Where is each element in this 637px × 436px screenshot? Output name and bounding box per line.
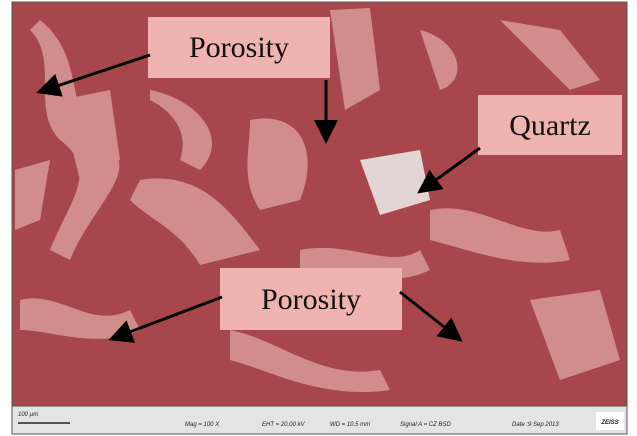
label-box: [478, 95, 622, 155]
brand-text: ZEISS: [600, 420, 618, 426]
arrows: [36, 53, 481, 343]
info-bar: [11, 405, 628, 435]
grain-texture: [15, 8, 620, 393]
logo-box: [596, 412, 624, 430]
annotation-label: Porosity: [189, 31, 289, 64]
eht-text: EHT = 20.00 kV: [262, 422, 306, 428]
date-text: Date :9 Sep 2013: [512, 422, 559, 428]
annotation-label: Quartz: [509, 109, 591, 142]
wd-text: WD = 10.5 mm: [330, 422, 370, 428]
scale-text: 100 µm: [18, 412, 38, 418]
annotation-label: Porosity: [261, 283, 361, 316]
label-box: [148, 17, 330, 78]
signal-text: Signal A = CZ BSD: [400, 422, 451, 428]
label-box: [220, 268, 402, 330]
mag-text: Mag = 100 X: [185, 422, 220, 428]
